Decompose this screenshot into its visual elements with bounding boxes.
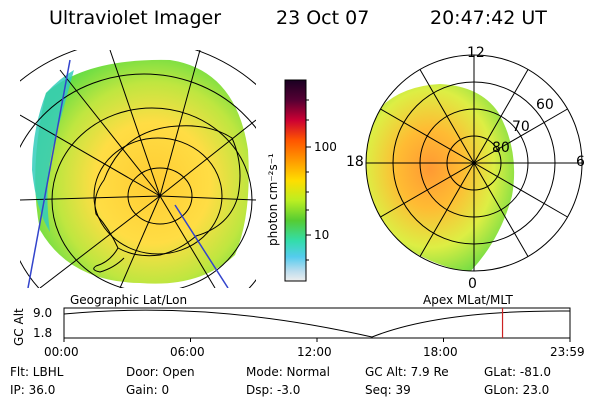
- xtick-1: 06:00: [170, 345, 205, 359]
- colorbar-tick-100: 100: [314, 140, 337, 154]
- mlat-60-label: 60: [536, 97, 554, 113]
- geographic-image: [20, 50, 256, 288]
- info-ip: IP: 36.0: [10, 383, 56, 397]
- colorbar-tick-10: 10: [314, 228, 330, 242]
- info-flt: Flt: LBHL: [10, 365, 64, 379]
- altitude-ytick-low: 1.8: [33, 326, 53, 340]
- mlt-6-label: 6: [576, 154, 585, 170]
- aurora-emission-left: [35, 59, 249, 284]
- info-mode: Mode: Normal: [246, 365, 330, 379]
- xtick-4: 23:59: [550, 345, 585, 359]
- info-door: Door: Open: [126, 365, 195, 379]
- xtick-2: 12:00: [297, 345, 332, 359]
- xtick-3: 18:00: [423, 345, 458, 359]
- date-label: 23 Oct 07: [276, 7, 370, 29]
- info-gcalt: GC Alt: 7.9 Re: [365, 365, 449, 379]
- mlt-12-label: 12: [467, 45, 485, 61]
- altitude-ytick-high: 9.0: [33, 306, 53, 320]
- mlt-18-label: 18: [346, 154, 364, 170]
- info-glon: GLon: 23.0: [484, 383, 550, 397]
- info-seq: Seq: 39: [365, 383, 411, 397]
- info-dsp: Dsp: -3.0: [246, 383, 301, 397]
- info-gain: Gain: 0: [126, 383, 170, 397]
- instrument-title: Ultraviolet Imager: [49, 7, 222, 29]
- polar-grid: [365, 54, 583, 272]
- xtick-0: 00:00: [44, 345, 79, 359]
- mlt-0-label: 0: [468, 276, 477, 292]
- time-label: 20:47:42 UT: [430, 7, 547, 29]
- altitude-frame: [63, 307, 571, 339]
- geographic-grid: [20, 50, 256, 288]
- mlat-70-label: 70: [512, 119, 530, 135]
- apex-label: Apex MLat/MLT: [423, 293, 513, 307]
- geographic-label: Geographic Lat/Lon: [70, 293, 188, 307]
- altitude-curve: [63, 309, 571, 338]
- colorbar: [284, 79, 307, 282]
- altitude-ylabel: GC Alt: [12, 308, 26, 346]
- info-glat: GLat: -81.0: [484, 365, 551, 379]
- mlat-80-label: 80: [492, 140, 510, 156]
- coastline: [94, 125, 241, 257]
